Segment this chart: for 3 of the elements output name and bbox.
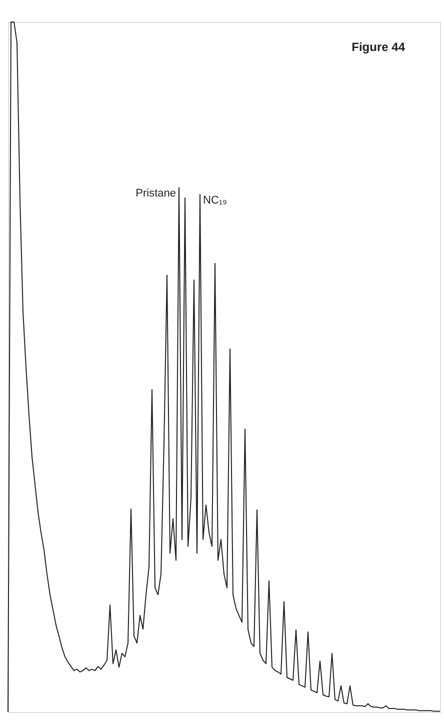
annotation: NC₁₉ xyxy=(203,194,227,206)
text: Figure 44 xyxy=(352,40,406,54)
annotation: Pristane xyxy=(136,188,176,200)
